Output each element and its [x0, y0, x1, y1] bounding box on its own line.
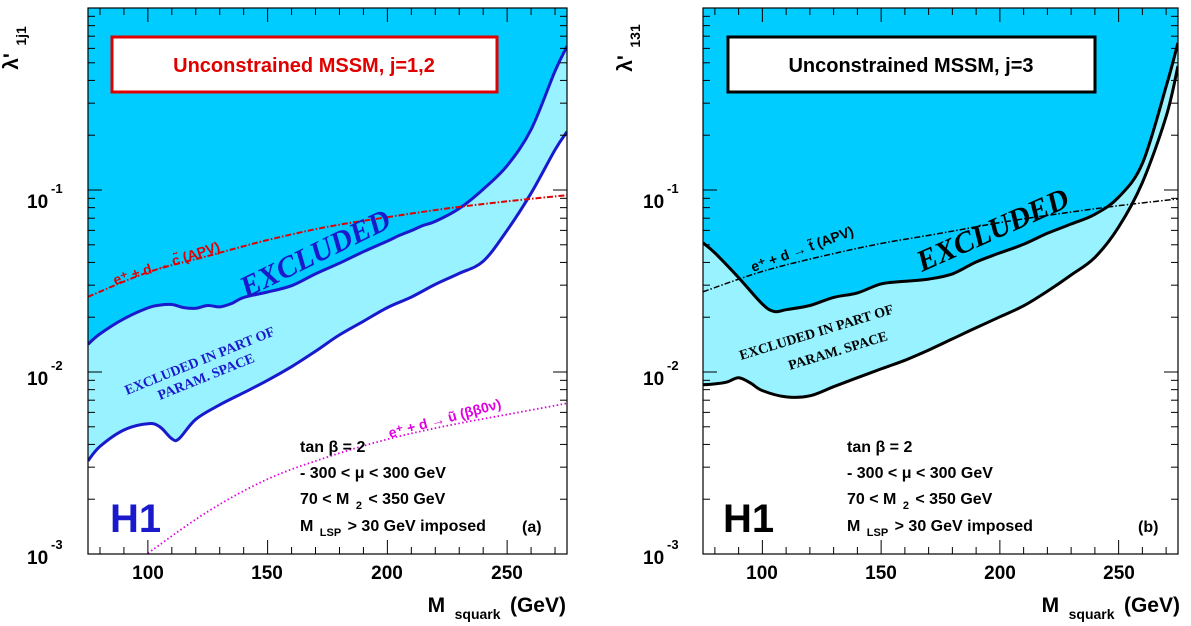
x-tick-label-150-b: 150: [865, 563, 897, 584]
y-tick-label-0.1-b: 10: [643, 192, 664, 213]
chart-title-b: Unconstrained MSSM, j=3: [788, 55, 1033, 77]
param-mu-b: - 300 < μ < 300 GeV: [847, 465, 993, 482]
x-tick-label-250-b: 250: [1103, 563, 1135, 584]
param-mu-a: - 300 < μ < 300 GeV: [300, 465, 446, 482]
title-box-b: [726, 35, 1097, 94]
x-axis-title-b: M squark (GeV): [1042, 594, 1180, 623]
y-tick-label-0.001: 10: [27, 548, 48, 569]
param-mlsp-a: M LSP > 30 GeV imposed: [300, 518, 486, 540]
excluded-boundary-line-a: [88, 45, 567, 346]
chart-title-a: Unconstrained MSSM, j=1,2: [173, 55, 435, 77]
title-box-a: [110, 35, 499, 94]
panel-b: 10 -1 10 -2 10 -3 100 150 200 250 M squa…: [614, 7, 1180, 623]
x-tick-label-200: 200: [371, 563, 403, 584]
y-tick-exp-0.01-b: -2: [667, 358, 679, 373]
h1-logo-b: H1: [723, 497, 774, 541]
param-m2-a: 70 < M 2 < 350 GeV: [300, 491, 446, 513]
panel-tag-b: (b): [1138, 519, 1158, 536]
y-tick-label-0.01: 10: [27, 369, 48, 390]
panel-a: 10 -1 10 -2 10 -3 100 150 200 250 M squa…: [0, 7, 568, 623]
axis-ticks-b: [703, 8, 1178, 555]
y-tick-exp-0.001: -3: [51, 537, 63, 552]
partially-excluded-region-a: [88, 46, 567, 461]
plot-frame-b: [702, 7, 1179, 555]
plot-frame-a: [87, 7, 568, 555]
partially-excluded-region-b: [703, 42, 1178, 398]
y-tick-exp-0.01: -2: [51, 358, 63, 373]
apv-constraint-line-b: [703, 198, 1178, 293]
axis-ticks-a: [88, 8, 567, 555]
panel-tag-a: (a): [522, 519, 542, 536]
y-tick-label-0.001-b: 10: [643, 548, 664, 569]
x-tick-label-200-b: 200: [984, 563, 1016, 584]
h1-logo-a: H1: [110, 497, 161, 541]
excluded-boundary-line-b: [703, 42, 1178, 314]
x-axis-title-a: M squark (GeV): [428, 594, 566, 623]
y-tick-exp-0.1-b: -1: [667, 181, 679, 196]
y-tick-label-0.1: 10: [27, 192, 48, 213]
y-axis-title-b: λ' 131: [614, 24, 643, 72]
x-tick-label-250: 250: [491, 563, 523, 584]
apv-constraint-line-a: [88, 194, 567, 298]
param-mlsp-b: M LSP > 30 GeV imposed: [847, 518, 1033, 540]
param-tanbeta-a: tan β = 2: [300, 439, 365, 456]
x-tick-label-100: 100: [132, 563, 164, 584]
y-tick-label-0.01-b: 10: [643, 369, 664, 390]
partial-boundary-line-b: [703, 65, 1178, 399]
param-m2-b: 70 < M 2 < 350 GeV: [847, 491, 993, 513]
x-tick-label-100-b: 100: [746, 563, 778, 584]
partial-boundary-line-a: [88, 130, 567, 462]
param-tanbeta-b: tan β = 2: [847, 439, 912, 456]
y-axis-title-a: λ' 1j1: [0, 26, 29, 70]
bb0v-constraint-line-a: [147, 402, 567, 554]
x-tick-label-150: 150: [251, 563, 283, 584]
y-tick-exp-0.1: -1: [51, 181, 63, 196]
y-tick-exp-0.001-b: -3: [667, 537, 679, 552]
